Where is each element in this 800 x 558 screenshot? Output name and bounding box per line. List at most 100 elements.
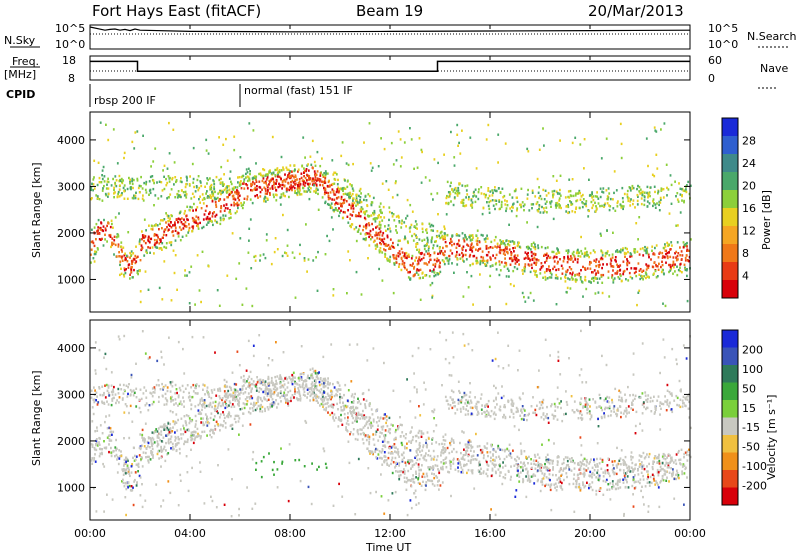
radar-return bbox=[664, 400, 666, 402]
radar-return bbox=[400, 226, 402, 228]
radar-return bbox=[442, 238, 444, 240]
radar-return bbox=[164, 229, 166, 231]
radar-return bbox=[524, 263, 526, 265]
radar-return bbox=[186, 179, 188, 181]
radar-return bbox=[310, 164, 312, 166]
radar-return bbox=[442, 252, 444, 254]
radar-return bbox=[488, 251, 490, 253]
radar-return bbox=[99, 233, 101, 235]
radar-return bbox=[100, 122, 102, 124]
radar-return bbox=[139, 270, 141, 272]
radar-return bbox=[322, 174, 324, 176]
radar-return bbox=[92, 240, 94, 242]
radar-return bbox=[646, 465, 648, 467]
radar-return bbox=[479, 461, 481, 463]
radar-return bbox=[632, 185, 634, 187]
radar-return bbox=[624, 270, 626, 272]
power-colorbar-swatch bbox=[722, 262, 738, 281]
radar-return bbox=[150, 228, 152, 230]
radar-return bbox=[579, 192, 581, 194]
radar-return bbox=[431, 236, 433, 238]
radar-return bbox=[395, 470, 397, 472]
radar-return bbox=[676, 192, 678, 194]
radar-return bbox=[237, 204, 239, 206]
radar-return bbox=[488, 205, 490, 207]
radar-return bbox=[612, 256, 614, 258]
radar-return bbox=[165, 184, 167, 186]
radar-return bbox=[553, 251, 555, 253]
radar-return bbox=[444, 443, 446, 445]
radar-return bbox=[297, 184, 299, 186]
radar-return bbox=[642, 254, 644, 256]
radar-return bbox=[243, 375, 245, 377]
radar-return bbox=[578, 274, 580, 276]
radar-return bbox=[687, 399, 689, 401]
radar-return bbox=[601, 267, 603, 269]
radar-return bbox=[675, 478, 677, 480]
radar-return bbox=[184, 210, 186, 212]
radar-return bbox=[679, 380, 681, 382]
radar-return bbox=[375, 220, 377, 222]
radar-return bbox=[601, 205, 603, 207]
radar-return bbox=[349, 183, 351, 185]
radar-return bbox=[638, 274, 640, 276]
radar-return bbox=[435, 274, 437, 276]
radar-return bbox=[642, 496, 644, 498]
radar-return bbox=[265, 190, 267, 192]
radar-return bbox=[667, 390, 669, 392]
radar-return bbox=[464, 240, 466, 242]
radar-return bbox=[180, 480, 182, 482]
radar-return bbox=[653, 198, 655, 200]
radar-return bbox=[338, 191, 340, 193]
radar-return bbox=[254, 195, 256, 197]
radar-return bbox=[106, 384, 108, 386]
radar-return bbox=[349, 344, 351, 346]
freq-tick-top: 18 bbox=[62, 54, 76, 67]
radar-return bbox=[333, 183, 335, 185]
radar-return bbox=[105, 193, 107, 195]
radar-return bbox=[217, 197, 219, 199]
radar-return bbox=[125, 514, 127, 516]
radar-return bbox=[220, 219, 222, 221]
range-tick-label: 1000 bbox=[57, 273, 85, 286]
radar-return bbox=[154, 147, 156, 149]
radar-return bbox=[444, 232, 446, 234]
radar-return bbox=[546, 257, 548, 259]
radar-return bbox=[394, 443, 396, 445]
radar-return bbox=[347, 412, 349, 414]
radar-return bbox=[592, 271, 594, 273]
radar-return bbox=[440, 461, 442, 463]
radar-return bbox=[347, 420, 349, 422]
radar-return bbox=[418, 269, 420, 271]
radar-return bbox=[502, 196, 504, 198]
radar-return bbox=[250, 267, 252, 269]
radar-return bbox=[207, 217, 209, 219]
radar-return bbox=[367, 232, 369, 234]
radar-return bbox=[437, 213, 439, 215]
radar-return bbox=[116, 399, 118, 401]
radar-return bbox=[108, 187, 110, 189]
radar-return bbox=[657, 275, 659, 277]
radar-return bbox=[380, 226, 382, 228]
radar-return bbox=[506, 456, 508, 458]
radar-return bbox=[512, 450, 514, 452]
radar-return bbox=[319, 381, 321, 383]
radar-return bbox=[346, 422, 348, 424]
radar-return bbox=[545, 247, 547, 249]
radar-return bbox=[457, 145, 459, 147]
radar-return bbox=[131, 471, 133, 473]
radar-return bbox=[346, 162, 348, 164]
radar-return bbox=[505, 473, 507, 475]
radar-return bbox=[598, 479, 600, 481]
radar-return bbox=[386, 462, 388, 464]
radar-return bbox=[487, 254, 489, 256]
radar-return bbox=[465, 408, 467, 410]
radar-return bbox=[524, 258, 526, 260]
radar-return bbox=[602, 254, 604, 256]
radar-return bbox=[510, 478, 512, 480]
radar-return bbox=[392, 246, 394, 248]
radar-return bbox=[113, 239, 115, 241]
radar-return bbox=[569, 272, 571, 274]
power-colorbar-tick-label: 20 bbox=[742, 180, 756, 193]
radar-return bbox=[352, 406, 354, 408]
